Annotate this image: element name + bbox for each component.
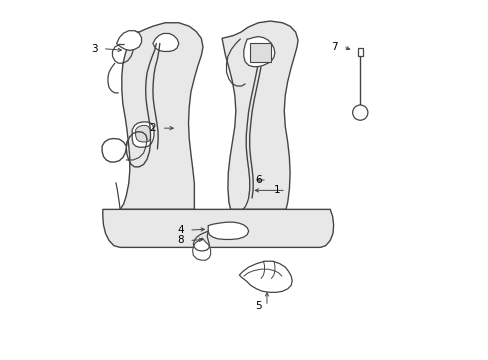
Polygon shape — [244, 37, 274, 67]
Polygon shape — [249, 44, 271, 62]
Bar — [357, 48, 363, 56]
Polygon shape — [120, 23, 203, 210]
Polygon shape — [102, 210, 333, 247]
Text: 4: 4 — [177, 225, 183, 235]
Circle shape — [352, 105, 367, 120]
Text: 8: 8 — [177, 235, 183, 246]
Polygon shape — [117, 31, 141, 50]
Text: 1: 1 — [274, 185, 280, 195]
Text: 2: 2 — [149, 123, 156, 133]
Text: 6: 6 — [255, 175, 261, 185]
Text: 5: 5 — [255, 301, 261, 311]
Polygon shape — [192, 238, 210, 260]
Polygon shape — [135, 125, 150, 142]
Polygon shape — [222, 21, 298, 210]
Text: 3: 3 — [91, 44, 98, 54]
Polygon shape — [208, 222, 248, 239]
Polygon shape — [132, 122, 154, 147]
Text: 7: 7 — [330, 42, 337, 52]
Polygon shape — [153, 33, 179, 51]
Polygon shape — [239, 261, 292, 292]
